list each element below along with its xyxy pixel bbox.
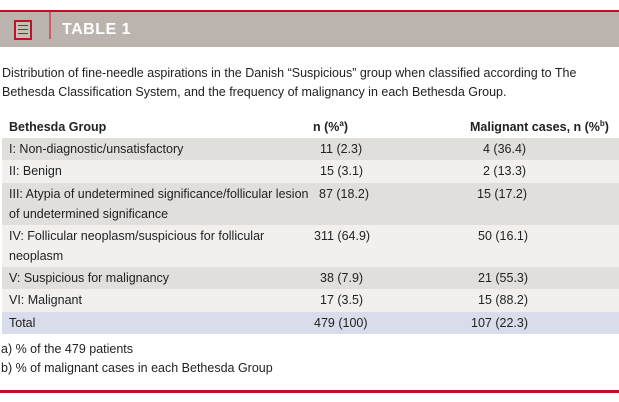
table-row-total: Total 479 (100) 107 (22.3) [2,312,619,334]
table-row: V: Suspicious for malignancy 38 (7.9) 21… [2,267,619,289]
table-title: TABLE 1 [62,21,131,38]
cell-group: Total [9,316,36,330]
table-header-bar: TABLE 1 [0,12,619,47]
cell-n: 87 (18.2) [319,187,370,201]
cell-n: 38 (7.9) [320,271,364,285]
cell-n: 479 (100) [314,316,368,330]
bottom-accent-rule [0,390,619,393]
cell-malignant: 107 (22.3) [471,316,528,330]
table-row: II: Benign 15 (3.1) 2 (13.3) [2,160,619,183]
cell-group: VI: Malignant [9,293,82,307]
column-header-group: Bethesda Group [9,120,107,134]
footnotes: a) % of the 479 patients b) % of maligna… [1,340,273,378]
table-row: III: Atypia of undetermined significance… [2,183,619,225]
column-header-malignant: Malignant cases, n (%b) [470,118,609,134]
cell-group: I: Non-diagnostic/unsatisfactory [9,142,184,156]
cell-malignant: 15 (88.2) [478,293,529,307]
cell-n: 15 (3.1) [320,164,364,178]
cell-malignant: 2 (13.3) [483,164,527,178]
header-divider [49,12,51,39]
footnote-b: b) % of malignant cases in each Bethesda… [1,361,273,375]
cell-group: II: Benign [9,164,62,178]
cell-group: V: Suspicious for malignancy [9,271,170,285]
data-table: Bethesda Group n (%a) Malignant cases, n… [2,116,619,334]
cell-group: IV: Follicular neoplasm/suspicious for f… [9,229,265,263]
table-header-row: Bethesda Group n (%a) Malignant cases, n… [2,116,619,138]
cell-malignant: 15 (17.2) [477,187,528,201]
cell-malignant: 4 (36.4) [483,142,527,156]
table-row: IV: Follicular neoplasm/suspicious for f… [2,225,619,267]
cell-n: 17 (3.5) [320,293,364,307]
table-row: I: Non-diagnostic/unsatisfactory 11 (2.3… [2,138,619,160]
column-header-n: n (%a) [313,118,349,134]
cell-malignant: 50 (16.1) [478,229,529,243]
table-icon [14,20,32,40]
top-accent-rule [0,10,619,12]
footnote-a: a) % of the 479 patients [1,342,134,356]
cell-malignant: 21 (55.3) [478,271,529,285]
cell-group: III: Atypia of undetermined significance… [9,187,309,221]
cell-n: 311 (64.9) [314,229,371,243]
cell-n: 11 (2.3) [320,142,363,156]
table-row: VI: Malignant 17 (3.5) 15 (88.2) [2,289,619,312]
table-caption: Distribution of fine-needle aspirations … [2,66,577,99]
